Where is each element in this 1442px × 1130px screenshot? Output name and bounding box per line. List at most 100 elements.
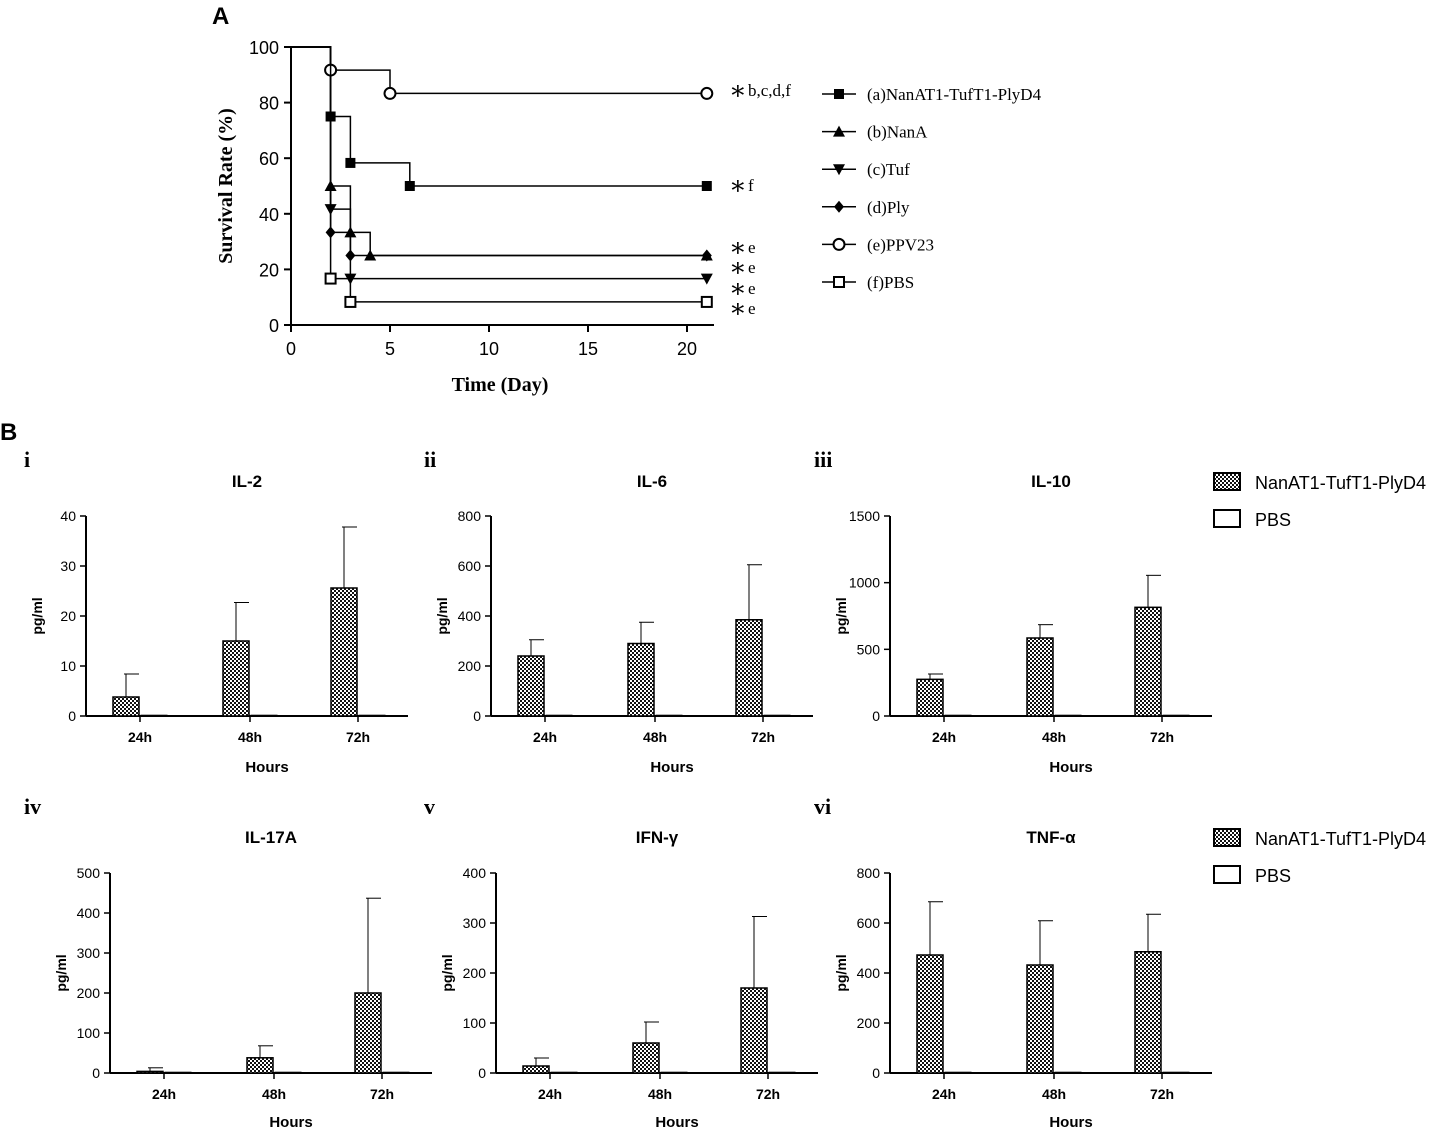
bar-y-tick-label: 20 (60, 608, 76, 624)
bar-pbs (545, 714, 573, 717)
survival-y-tick-label: 0 (269, 316, 279, 336)
bar-panel-5: vi TNF-α 0 200 400 600 800 pg/ml 24h 48h 72h Hours (814, 794, 1212, 1130)
bar-pbs (382, 1071, 410, 1074)
legend-marker (833, 164, 845, 176)
survival-point-2 (700, 273, 713, 285)
bar-y-tick-label: 0 (872, 1065, 880, 1081)
survival-legend: (a)NanAT1-TufT1-PlyD4 (b)NanA (c)Tuf (d)Ply… (822, 85, 1042, 292)
panel-numeral: iii (814, 447, 832, 472)
panel-title: TNF-α (1026, 828, 1076, 847)
panel-numeral: vi (814, 794, 831, 819)
survival-point-5 (344, 295, 357, 308)
survival-annotation-star: ∗ (729, 233, 747, 262)
bar-y-label: pg/ml (53, 954, 69, 991)
bar-y-tick-label: 300 (77, 945, 101, 961)
bar-panel-4: v IFN-γ 0 100 200 300 400 pg/ml 24h 48h 72h Hours (424, 794, 818, 1130)
bar-y-tick-label: 200 (463, 965, 487, 981)
panel-title: IL-10 (1031, 472, 1071, 491)
bar-vaccine (1026, 637, 1054, 717)
bar-y-tick-label: 400 (77, 905, 101, 921)
panel-title: IL-2 (232, 472, 262, 491)
legend-marker (834, 89, 844, 99)
survival-annotation-star: ∗ (729, 274, 747, 303)
bar-pbs (660, 1071, 688, 1074)
bar-y-tick-label: 10 (60, 658, 76, 674)
legend-label-pbs: PBS (1255, 866, 1291, 886)
survival-annotation-star: ∗ (729, 253, 747, 282)
bar-legend-0: NanAT1-TufT1-PlyD4 PBS (1213, 472, 1426, 530)
panel-title: IL-6 (637, 472, 667, 491)
bar-x-tick-label: 72h (1150, 1086, 1174, 1102)
bar-pbs (1162, 1071, 1190, 1074)
bar-y-tick-label: 100 (463, 1015, 487, 1031)
bar-y-tick-label: 500 (857, 641, 881, 657)
bar-vaccine (522, 1065, 550, 1074)
bar-legend-1: NanAT1-TufT1-PlyD4 PBS (1213, 828, 1426, 886)
bar-x-tick-label: 48h (1042, 729, 1066, 745)
bar-pbs (550, 1071, 578, 1074)
bar-y-tick-label: 800 (857, 865, 881, 881)
bar-y-label: pg/ml (29, 597, 45, 634)
bar-vaccine (136, 1070, 164, 1074)
bar-y-tick-label: 400 (463, 865, 487, 881)
survival-annotation: e (748, 279, 756, 298)
survival-point-0 (345, 157, 356, 168)
bar-y-label: pg/ml (833, 954, 849, 991)
bar-vaccine (735, 619, 763, 717)
bar-x-label: Hours (1049, 759, 1092, 776)
survival-x-tick-label: 5 (385, 339, 395, 359)
bar-x-tick-label: 24h (932, 1086, 956, 1102)
bar-x-tick-label: 48h (1042, 1086, 1066, 1102)
survival-point-4 (700, 86, 714, 100)
bar-y-tick-label: 200 (458, 658, 482, 674)
legend-swatch-pbs (1213, 509, 1241, 528)
survival-annotation-star: ∗ (729, 294, 747, 323)
bar-y-tick-label: 400 (857, 965, 881, 981)
survival-annotation-star: ∗ (729, 76, 747, 105)
panel-title: IFN-γ (636, 828, 679, 847)
bar-x-tick-label: 24h (152, 1086, 176, 1102)
survival-point-0 (404, 181, 415, 191)
survival-chart: Survival Rate (%) Time (Day) ∗ b,c,d,f∗ f∗… (215, 38, 1042, 396)
panel-numeral: i (24, 447, 30, 472)
survival-annotation: e (748, 258, 756, 277)
bar-pbs (358, 714, 386, 717)
survival-line-3 (291, 46, 707, 257)
bar-x-label: Hours (655, 1114, 698, 1130)
bar-x-tick-label: 72h (370, 1086, 394, 1102)
survival-x-tick-label: 10 (479, 339, 499, 359)
survival-y-tick-label: 100 (249, 38, 279, 58)
bar-x-tick-label: 48h (643, 729, 667, 745)
survival-y-tick-label: 20 (259, 260, 279, 280)
bar-x-tick-label: 24h (538, 1086, 562, 1102)
bar-x-tick-label: 72h (751, 729, 775, 745)
bar-pbs (164, 1071, 192, 1074)
survival-point-5 (324, 272, 337, 285)
legend-label: (c)Tuf (867, 160, 910, 179)
bar-y-tick-label: 400 (458, 608, 482, 624)
bar-x-label: Hours (245, 759, 288, 776)
bar-y-tick-label: 600 (857, 915, 881, 931)
legend-label: (b)NanA (867, 123, 928, 142)
bar-vaccine (517, 655, 545, 717)
bar-x-label: Hours (650, 759, 693, 776)
bar-vaccine (246, 1057, 274, 1074)
bar-pbs (1054, 1071, 1082, 1074)
bar-pbs (250, 714, 278, 717)
bar-y-label: pg/ml (439, 954, 455, 991)
bar-y-tick-label: 0 (92, 1065, 100, 1081)
bar-vaccine (330, 587, 358, 717)
survival-annotation: f (748, 176, 754, 195)
survival-line-1 (291, 46, 707, 257)
legend-marker (833, 125, 845, 137)
panel-numeral: v (424, 794, 435, 819)
survival-point-0 (701, 181, 712, 191)
legend-marker (832, 237, 846, 251)
survival-x-tick-label: 20 (677, 339, 697, 359)
panel-a-label: A (212, 3, 229, 30)
bar-x-tick-label: 24h (128, 729, 152, 745)
bar-panel-0: i IL-2 0 10 20 30 40 pg/ml 24h 48h 72h Hours (24, 447, 408, 776)
survival-y-tick-label: 80 (259, 94, 279, 114)
legend-marker (834, 200, 844, 213)
